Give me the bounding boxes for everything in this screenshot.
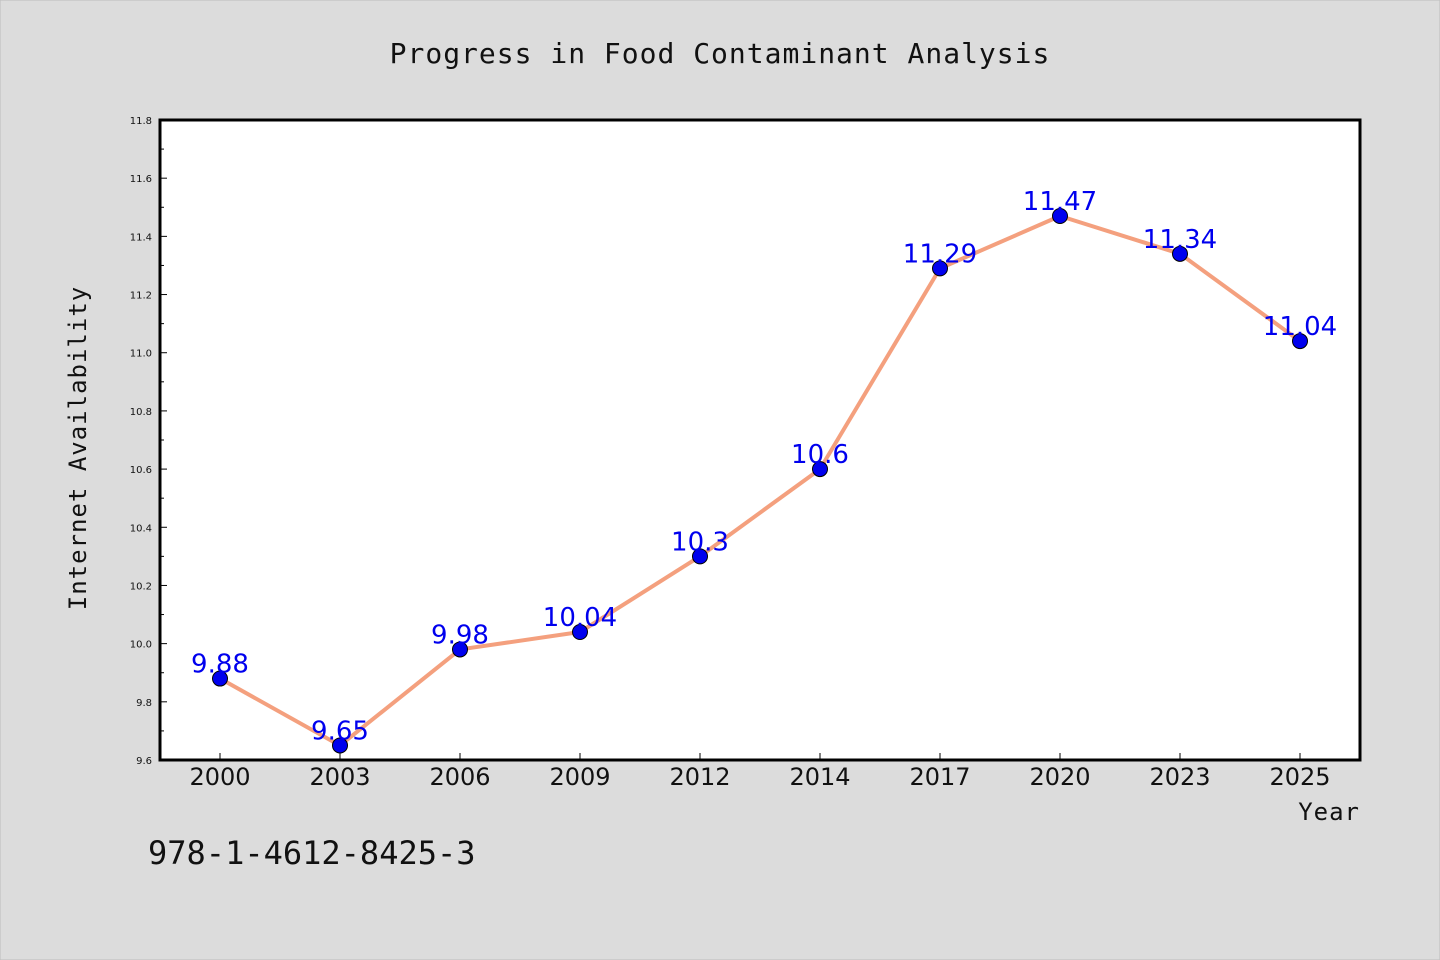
data-label: 10.6: [791, 440, 849, 470]
y-tick-label: 10.6: [130, 465, 152, 476]
data-point: [1292, 333, 1308, 350]
plot-area: [158, 118, 1362, 762]
data-point: [812, 461, 828, 478]
y-tick-label: 10.0: [130, 640, 152, 651]
x-tick-label: 2012: [669, 763, 730, 791]
series-line: [219, 214, 1302, 748]
data-label: 11.29: [903, 239, 977, 269]
y-axis: 9.6 9.8 10.0 10.2 10.4 10.6 10.8 11.0 11.2 11.4 11…: [130, 116, 167, 767]
data-point: [692, 548, 708, 565]
data-label: 11.34: [1143, 225, 1217, 255]
data-point: [332, 737, 348, 754]
y-tick-label: 11.6: [130, 174, 152, 185]
x-tick-label: 2020: [1029, 763, 1090, 791]
data-label: 11.47: [1023, 187, 1097, 217]
y-tick-label: 11.8: [130, 116, 152, 127]
x-tick-label: 2000: [189, 763, 250, 791]
data-point: [1172, 245, 1188, 262]
x-axis-label: Year: [1298, 798, 1360, 826]
y-tick-label: 10.2: [130, 581, 152, 592]
data-point: [212, 670, 228, 687]
data-point: [932, 260, 948, 277]
data-labels: 9.88 9.65 9.98 10.04 10.3 10.6 11.29 11.47 11.34…: [191, 187, 1337, 746]
data-label: 11.04: [1263, 312, 1337, 342]
data-point: [572, 624, 588, 640]
series-markers: [212, 208, 1308, 754]
x-axis: 2000 2003 2006 2009 2012 2014 2017 2020 2023 2025: [189, 753, 1331, 791]
x-tick-label: 2023: [1149, 763, 1210, 791]
y-tick-label: 10.8: [130, 407, 152, 418]
x-tick-label: 2003: [309, 763, 370, 791]
data-label: 9.88: [191, 650, 249, 680]
y-tick-label: 11.4: [130, 232, 152, 243]
data-point: [452, 641, 468, 658]
y-tick-label: 10.4: [130, 523, 152, 534]
x-tick-label: 2017: [909, 763, 970, 791]
data-label: 10.04: [543, 603, 617, 633]
data-point: [1052, 208, 1068, 224]
x-tick-label: 2025: [1269, 763, 1330, 791]
x-tick-label: 2009: [549, 763, 610, 791]
y-axis-label: Internet Availability: [64, 286, 92, 610]
x-tick-label: 2006: [429, 763, 490, 791]
data-label: 9.98: [431, 620, 489, 650]
data-label: 10.3: [671, 527, 729, 557]
y-tick-label: 11.2: [130, 291, 152, 302]
chart-title: Progress in Food Contaminant Analysis: [390, 37, 1051, 70]
data-label: 9.65: [311, 716, 369, 746]
y-tick-label: 11.0: [130, 349, 152, 360]
x-tick-label: 2014: [789, 763, 850, 791]
isbn-text: 978-1-4612-8425-3: [148, 834, 476, 872]
y-tick-label: 9.6: [136, 756, 152, 767]
y-tick-label: 9.8: [136, 698, 152, 709]
